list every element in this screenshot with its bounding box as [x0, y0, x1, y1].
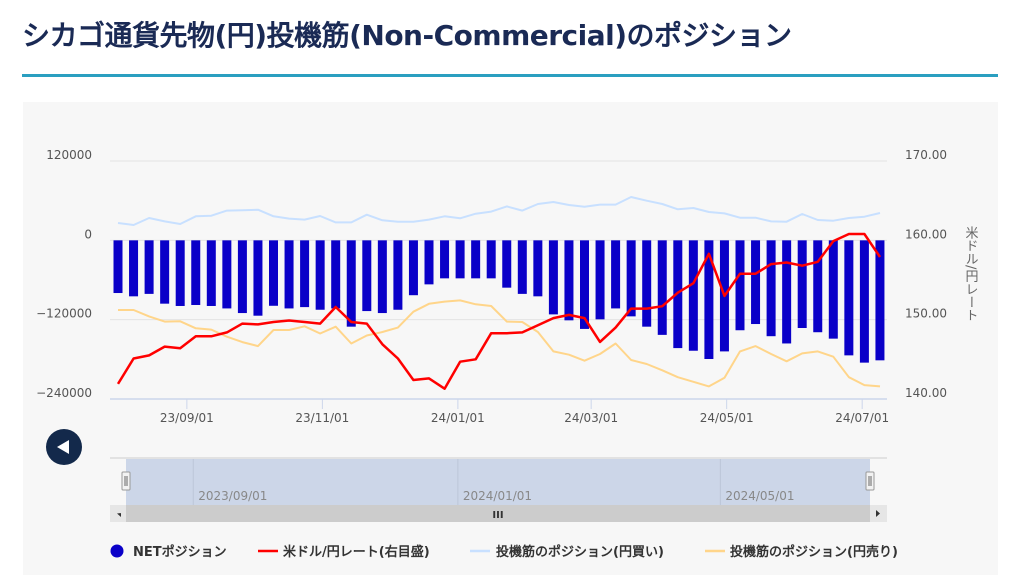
- net-position-bar[interactable]: [253, 240, 263, 316]
- right-axis-title: 米ドル/円レート: [963, 226, 979, 321]
- net-position-bar[interactable]: [766, 240, 776, 337]
- legend-item-net[interactable]: NETポジション: [110, 544, 227, 560]
- net-position-bar[interactable]: [626, 240, 636, 317]
- net-position-bar[interactable]: [284, 240, 294, 309]
- left-axis-tick: −240000: [36, 386, 92, 400]
- net-position-bar[interactable]: [113, 240, 123, 294]
- net-position-bar[interactable]: [611, 240, 621, 309]
- net-position-bar[interactable]: [346, 240, 356, 327]
- net-position-bar[interactable]: [813, 240, 823, 333]
- chart-panel: 120000 0 −120000 −240000 170.00 160.00 150.00…: [23, 102, 998, 575]
- net-position-bar[interactable]: [408, 240, 418, 296]
- net-position-bar[interactable]: [859, 240, 869, 363]
- x-tick-label: 23/09/01: [160, 411, 214, 425]
- x-tick-label: 24/05/01: [700, 411, 754, 425]
- net-position-bar[interactable]: [797, 240, 807, 328]
- net-position-bar[interactable]: [144, 240, 154, 294]
- net-position-bar[interactable]: [548, 240, 558, 315]
- legend-item-short[interactable]: 投機筋のポジション(円売り): [705, 544, 898, 560]
- x-tick-label: 24/07/01: [835, 411, 889, 425]
- net-position-bar[interactable]: [533, 240, 543, 297]
- legend-item-long[interactable]: 投機筋のポジション(円買い): [470, 544, 664, 560]
- left-triangle-icon: [57, 440, 69, 454]
- navigator-selection[interactable]: [126, 459, 870, 505]
- net-position-bar[interactable]: [735, 240, 745, 331]
- net-position-bar[interactable]: [206, 240, 216, 306]
- net-position-bar[interactable]: [315, 240, 325, 310]
- right-axis-tick: 160.00: [905, 227, 947, 241]
- right-axis-labels: 170.00 160.00 150.00 140.00: [905, 148, 947, 400]
- net-position-bar[interactable]: [269, 240, 278, 306]
- navigator[interactable]: 2023/09/01 2024/01/01 2024/05/01: [110, 457, 887, 505]
- right-axis-tick: 170.00: [905, 148, 947, 162]
- chart-svg: 120000 0 −120000 −240000 170.00 160.00 150.00…: [36, 148, 979, 560]
- net-position-bar[interactable]: [377, 240, 387, 314]
- net-position-bar[interactable]: [875, 240, 885, 361]
- net-position-bar[interactable]: [237, 240, 247, 314]
- scroll-left-arrow-icon[interactable]: [117, 510, 121, 517]
- page-title: シカゴ通貨先物(円)投機筋(Non-Commercial)のポジション: [22, 19, 792, 52]
- net-position-bar[interactable]: [175, 240, 185, 306]
- net-position-bar[interactable]: [704, 240, 714, 360]
- net-position-bar[interactable]: [517, 240, 527, 294]
- legend: NETポジション 米ドル/円レート(右目盛) 投機筋のポジション(円買い) 投機…: [110, 544, 898, 560]
- navigator-tick-label: 2024/01/01: [463, 489, 532, 503]
- x-tick-label: 24/01/01: [431, 411, 485, 425]
- navigator-handle-right[interactable]: [865, 471, 875, 491]
- net-position-bar[interactable]: [642, 240, 652, 327]
- legend-label: NETポジション: [133, 544, 227, 560]
- usdjpy-rate-line[interactable]: [116, 232, 882, 390]
- left-axis-labels: 120000 0 −120000 −240000: [36, 148, 92, 400]
- navigator-tick-label: 2024/05/01: [725, 489, 794, 503]
- net-position-bar[interactable]: [300, 240, 310, 308]
- right-axis-tick: 150.00: [905, 307, 947, 321]
- net-position-bar[interactable]: [595, 240, 605, 320]
- net-position-bar[interactable]: [657, 240, 667, 335]
- net-position-bar[interactable]: [393, 240, 403, 310]
- scrollbar[interactable]: III: [110, 505, 887, 522]
- scroll-right-arrow-icon[interactable]: [876, 510, 880, 517]
- legend-label: 米ドル/円レート(右目盛): [283, 544, 430, 560]
- left-axis-tick: 0: [84, 227, 92, 241]
- net-position-bar[interactable]: [222, 240, 232, 309]
- title-divider: [22, 74, 998, 77]
- left-axis-tick: −120000: [36, 307, 92, 321]
- left-axis-tick: 120000: [46, 148, 92, 162]
- navigator-handle-left[interactable]: [121, 471, 131, 491]
- net-position-bar[interactable]: [502, 240, 512, 288]
- net-position-bar[interactable]: [191, 240, 201, 305]
- net-position-bar[interactable]: [455, 240, 465, 279]
- net-position-bar[interactable]: [751, 240, 761, 325]
- net-position-bar[interactable]: [844, 240, 854, 356]
- navigator-ticks: 2023/09/01 2024/01/01 2024/05/01: [192, 459, 795, 505]
- x-tick-label: 24/03/01: [564, 411, 618, 425]
- net-position-bar[interactable]: [828, 240, 838, 339]
- net-position-bar[interactable]: [331, 240, 341, 309]
- series-lines: [116, 196, 882, 390]
- x-tick-label: 23/11/01: [295, 411, 349, 425]
- scrollbar-thumb[interactable]: [126, 505, 870, 522]
- navigator-tick-label: 2023/09/01: [198, 489, 267, 503]
- legend-label: 投機筋のポジション(円買い): [496, 544, 664, 560]
- legend-label: 投機筋のポジション(円売り): [730, 544, 898, 560]
- right-axis-tick: 140.00: [905, 386, 947, 400]
- net-position-bar[interactable]: [580, 240, 589, 329]
- net-position-bar[interactable]: [471, 240, 481, 279]
- back-button[interactable]: [46, 429, 82, 465]
- net-position-bar[interactable]: [424, 240, 434, 285]
- short-position-line[interactable]: [118, 299, 881, 388]
- net-position-bar[interactable]: [129, 240, 139, 297]
- legend-item-rate[interactable]: 米ドル/円レート(右目盛): [258, 544, 430, 560]
- long-position-line[interactable]: [117, 196, 881, 226]
- net-position-bars: [113, 240, 885, 363]
- scrollbar-grip: III: [492, 510, 503, 521]
- net-position-bar[interactable]: [160, 240, 170, 304]
- net-position-bar[interactable]: [440, 240, 450, 279]
- net-position-bar[interactable]: [688, 240, 698, 351]
- net-position-bar[interactable]: [362, 240, 372, 312]
- net-position-bar[interactable]: [486, 240, 496, 279]
- net-position-bar[interactable]: [564, 240, 574, 321]
- net-position-bar[interactable]: [782, 240, 792, 344]
- x-axis-ticks: 23/09/01 23/11/01 24/01/01 24/03/01 24/05/01…: [160, 399, 889, 425]
